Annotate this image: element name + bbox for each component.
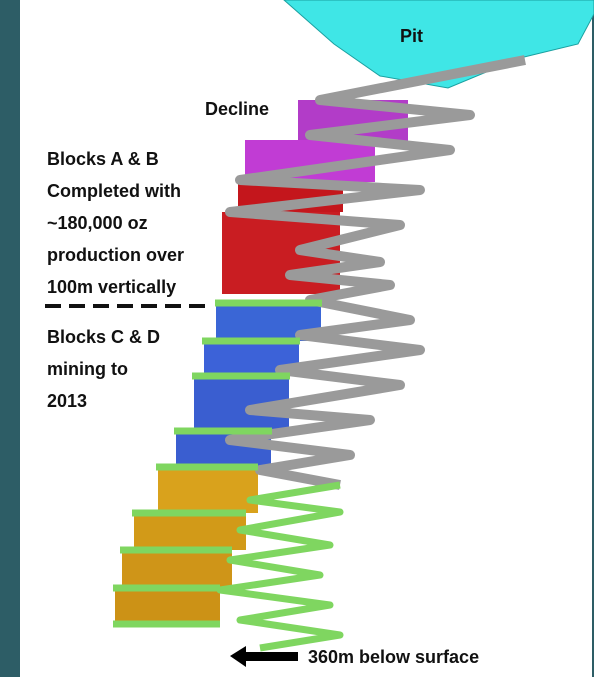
pit-label: Pit [400,26,423,46]
page: Pit Decline Blocks A & B Completed with ~1… [0,0,594,677]
depth-label: 360m below surface [308,647,479,667]
note-line: mining to [47,359,128,379]
note-line: Blocks C & D [47,327,160,347]
note-line: Completed with [47,181,181,201]
block-gold [158,467,258,513]
note-line: 100m vertically [47,277,176,297]
diagram: Pit Decline Blocks A & B Completed with ~1… [0,0,594,677]
block-gold [134,513,246,550]
note-line: Blocks A & B [47,149,159,169]
decline-label: Decline [205,99,269,119]
note-line: 2013 [47,391,87,411]
block-gold [122,550,232,588]
note-line: ~180,000 oz [47,213,148,233]
block-gold [115,588,220,624]
note-line: production over [47,245,184,265]
